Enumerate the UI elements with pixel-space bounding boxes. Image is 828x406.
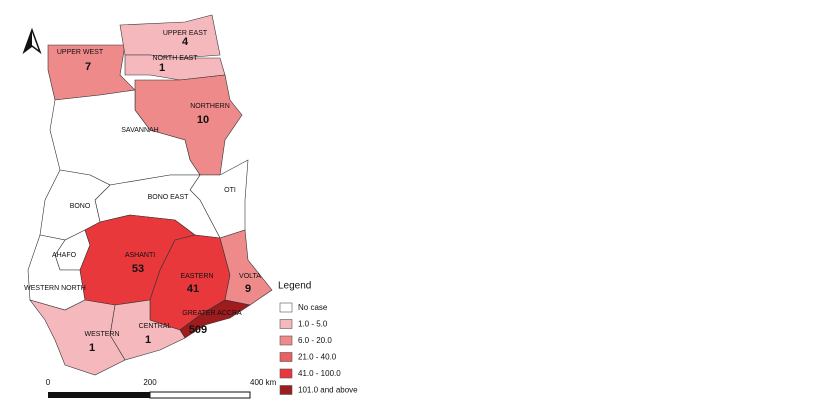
region-cases: 9 [245,283,251,295]
region-cases: 10 [197,114,209,126]
region-name: VOLTA [239,273,261,280]
legend-label: 21.0 - 40.0 [298,353,337,362]
legend-label: No case [298,303,328,312]
region-name: NORTH EAST [153,55,199,62]
region-name: CENTRAL [139,323,172,330]
legend-swatch [279,352,293,362]
legend-swatch [279,302,293,313]
legend-swatch [279,319,293,329]
region [179,299,251,339]
north-arrow [22,27,42,55]
legend-swatch [279,335,293,346]
region-name: EASTERN [180,273,213,280]
legend-swatch [279,385,293,395]
region-name: WESTERN [85,331,120,338]
legend-label: 41.0 - 100.0 [298,369,341,378]
region-name: GREATER ACCRA [182,310,242,317]
legend-label: 1.0 - 5.0 [298,320,328,329]
region-cases: 53 [132,263,144,275]
scale-label: 200 [143,378,157,387]
region-name: NORTHERN [190,103,230,110]
region-name: UPPER WEST [57,49,104,56]
scale-bar: 0 200 400 km [46,378,277,399]
region-name: WESTERN NORTH [24,285,86,292]
region-name: AHAFO [52,252,77,259]
region-name: UPPER EAST [163,30,208,37]
scale-label: 400 km [250,378,277,387]
legend-swatch [279,368,293,379]
scale-label: 0 [46,378,51,387]
legend-title: Legend [278,281,311,292]
region-name: SAVANNAH [121,127,158,134]
legend-label: 6.0 - 20.0 [298,336,332,345]
region-cases: 1 [145,334,151,346]
region-cases: 41 [187,283,199,295]
region [219,229,273,306]
region-name: BONO [70,203,91,210]
region-cases: 509 [189,324,207,336]
region-name: OTI [224,187,236,194]
legend-label: 101.0 and above [298,386,358,395]
region-name: ASHANTI [125,252,155,259]
region [29,299,126,376]
region-cases: 4 [182,36,189,48]
region-cases: 1 [89,342,95,354]
region-cases: 7 [85,61,91,73]
region-cases: 1 [159,62,165,74]
region-name: BONO EAST [148,194,190,201]
